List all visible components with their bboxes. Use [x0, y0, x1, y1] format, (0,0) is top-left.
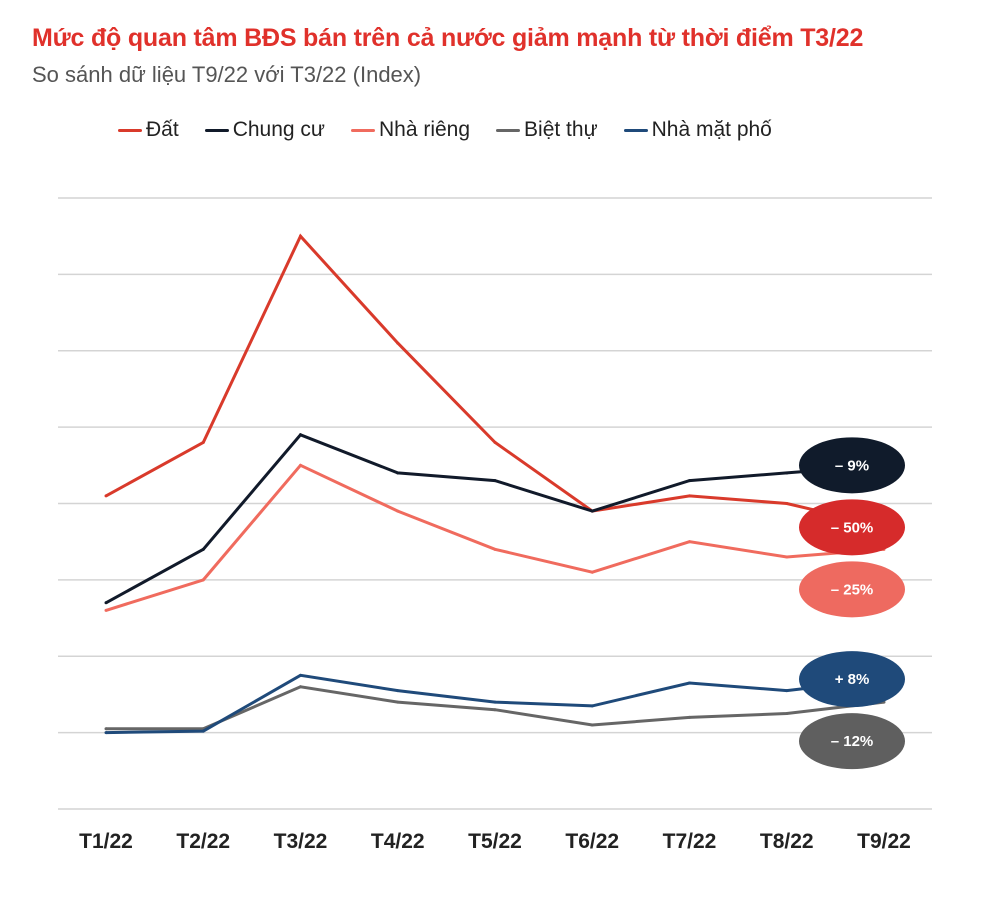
series-line-nharieng [105, 463, 885, 612]
data-point-nhamatpho [299, 673, 302, 677]
data-point-dat [104, 494, 108, 498]
data-point-chungcu [785, 471, 789, 475]
legend-swatch-chung-cu [204, 128, 229, 132]
data-point-nharieng [299, 463, 302, 467]
legend-label-nha-mat-pho: Nhà mặt phố [651, 118, 772, 141]
x-tick-label: T3/22 [274, 830, 328, 853]
x-tick-label: T6/22 [565, 830, 619, 853]
x-tick-label: T7/22 [663, 830, 717, 853]
data-point-nharieng [493, 547, 497, 551]
change-badge-chungcu [799, 437, 905, 494]
change-badge-label-dat: – 50% [831, 519, 874, 536]
data-point-nhamatpho [396, 689, 400, 693]
legend-item-biet-thu: Biệt thự [496, 118, 598, 142]
legend-swatch-nha-rieng [350, 128, 375, 132]
data-point-nharieng [396, 509, 400, 513]
series-line-chungcu [105, 433, 885, 605]
change-badge-bietthu [799, 713, 905, 770]
data-point-nharieng [590, 570, 594, 574]
legend-item-chung-cu: Chung cư [204, 118, 325, 142]
data-point-chungcu [590, 509, 594, 513]
data-point-chungcu [201, 547, 205, 551]
x-tick-label: T2/22 [176, 830, 230, 853]
legend-label-dat: Đất [146, 118, 179, 141]
legend-item-nha-rieng: Nhà riêng [350, 118, 471, 142]
data-point-bietthu [590, 723, 594, 727]
series-line-dat [105, 233, 885, 528]
data-point-nhamatpho [785, 689, 789, 693]
data-point-nharieng [688, 540, 691, 544]
data-point-chungcu [396, 471, 400, 475]
change-badge-dat [799, 499, 905, 556]
chart-title: Mức độ quan tâm BĐS bán trên cả nước giả… [32, 24, 864, 52]
data-point-bietthu [104, 727, 108, 731]
series-line-nhamatpho [105, 673, 885, 735]
data-point-chungcu [104, 601, 108, 605]
chart-legend: Đất Chung cư Nhà riêng Biệt thự Nhà mặt … [118, 118, 772, 142]
data-point-chungcu [299, 433, 302, 437]
data-point-nhamatpho [201, 729, 205, 733]
data-point-bietthu [493, 708, 497, 712]
data-point-nhamatpho [688, 681, 691, 685]
change-badge-nhamatpho [799, 651, 905, 708]
change-badge-label-chungcu: – 9% [835, 457, 869, 474]
data-point-bietthu [688, 715, 691, 719]
data-point-nharieng [201, 578, 205, 582]
change-badge-label-nhamatpho: + 8% [835, 671, 870, 688]
legend-label-chung-cu: Chung cư [232, 118, 325, 141]
legend-swatch-dat [118, 128, 142, 132]
legend-label-biet-thu: Biệt thự [524, 118, 598, 141]
change-badge-nharieng [799, 561, 905, 618]
legend-swatch-nha-mat-pho [623, 128, 648, 132]
data-point-dat [201, 440, 205, 444]
data-point-dat [688, 494, 691, 498]
data-point-chungcu [688, 479, 691, 483]
data-point-dat [396, 341, 400, 345]
data-point-nharieng [785, 555, 789, 559]
data-point-bietthu [299, 685, 302, 689]
change-badge-label-bietthu: – 12% [831, 733, 874, 750]
legend-swatch-biet-thu [496, 128, 521, 132]
series-line-bietthu [106, 685, 885, 731]
data-point-nharieng [104, 608, 108, 612]
chart-subtitle: So sánh dữ liệu T9/22 với T3/22 (Index) [32, 62, 422, 87]
x-tick-label: T4/22 [371, 830, 425, 853]
legend-item-nha-mat-pho: Nhà mặt phố [623, 118, 772, 142]
x-tick-label: T5/22 [468, 830, 522, 853]
data-point-bietthu [785, 712, 789, 716]
legend-item-dat: Đất [118, 118, 179, 142]
data-point-chungcu [493, 479, 497, 483]
data-point-dat [785, 502, 789, 505]
x-tick-label: T9/22 [857, 830, 911, 853]
x-tick-label: T8/22 [760, 830, 814, 853]
data-point-bietthu [396, 700, 400, 704]
data-point-nhamatpho [590, 704, 594, 708]
change-badge-label-nharieng: – 25% [831, 581, 874, 598]
data-point-dat [299, 234, 302, 238]
legend-label-nha-rieng: Nhà riêng [378, 118, 471, 141]
data-point-nhamatpho [104, 731, 108, 735]
x-tick-label: T1/22 [79, 830, 133, 853]
data-point-dat [493, 440, 497, 444]
data-point-nhamatpho [493, 700, 497, 704]
